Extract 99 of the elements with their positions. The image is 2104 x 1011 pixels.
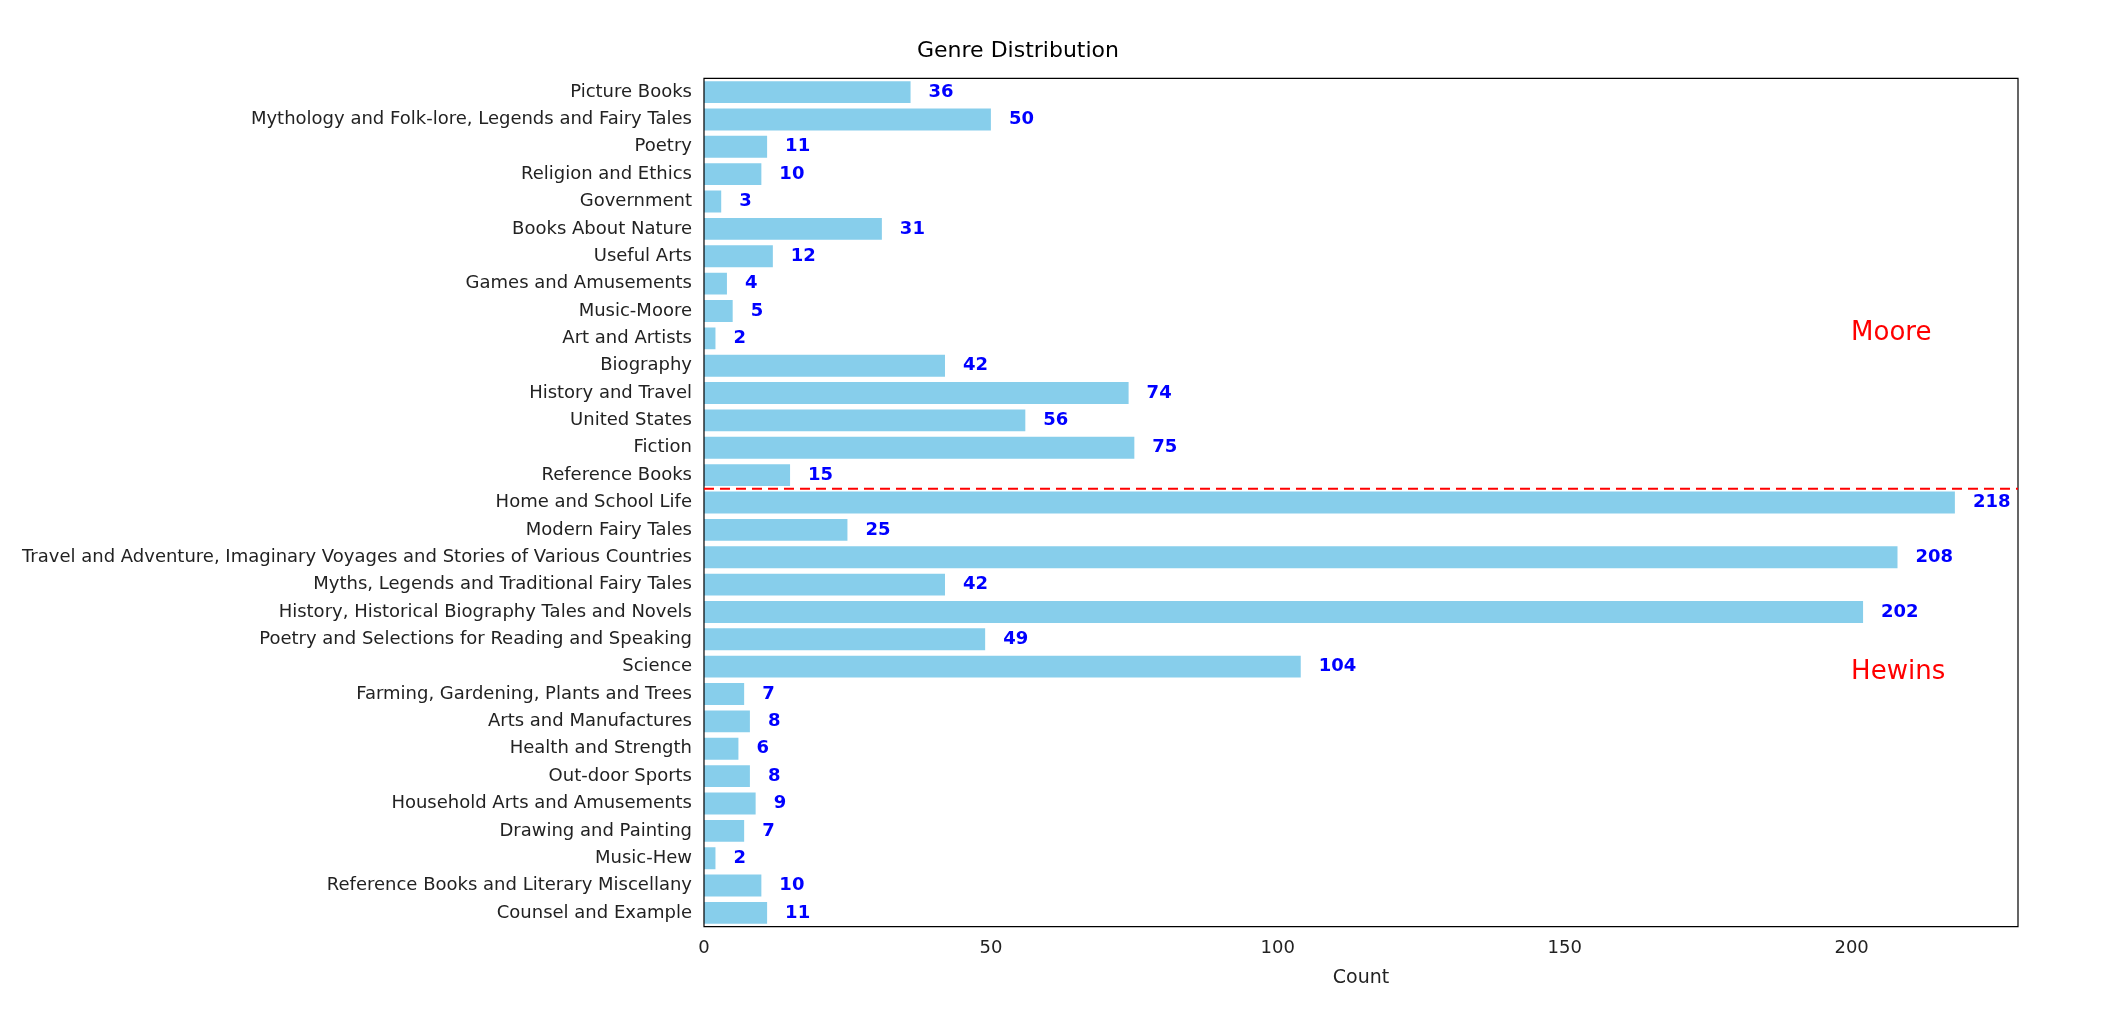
data-label: 3 (739, 189, 752, 211)
y-tick-label: Health and Strength (509, 736, 692, 758)
x-tick-label: 200 (1834, 936, 1869, 958)
y-tick-label: Science (622, 654, 692, 676)
bar (703, 135, 768, 158)
chart-title: Genre Distribution (917, 36, 1119, 62)
y-tick-label: United States (570, 408, 692, 430)
bar (703, 354, 945, 377)
y-tick-label: Modern Fairy Tales (525, 517, 692, 539)
bar (703, 272, 727, 295)
data-label: 31 (899, 216, 925, 238)
data-label: 202 (1881, 599, 1919, 621)
bar (703, 710, 750, 733)
x-tick-label: 100 (1260, 936, 1295, 958)
data-label: 36 (928, 79, 954, 101)
bar (703, 901, 768, 924)
data-label: 4 (744, 271, 758, 293)
y-tick-label: Religion and Ethics (520, 161, 692, 183)
y-tick-label: Household Arts and Amusements (391, 791, 692, 813)
bar (703, 601, 1864, 623)
data-label: 11 (785, 900, 811, 922)
y-tick-label: Mythology and Folk-lore, Legends and Fairy Tales (250, 107, 692, 129)
y-tick-label: Biography (600, 353, 693, 375)
data-label: 2 (733, 845, 746, 867)
bar (703, 81, 911, 104)
bar (703, 874, 762, 897)
data-label: 7 (762, 818, 775, 840)
bar (703, 683, 745, 705)
data-label: 104 (1318, 654, 1357, 676)
data-label: 74 (1146, 380, 1172, 402)
y-tick-label: Poetry (634, 134, 693, 156)
y-tick-label: Farming, Gardening, Plants and Trees (356, 681, 692, 703)
bar (703, 163, 762, 186)
data-label: 8 (767, 763, 781, 785)
bar (703, 628, 986, 651)
bar (703, 464, 791, 487)
x-tick-label: 0 (698, 936, 710, 958)
data-label: 49 (1003, 626, 1029, 648)
annotation: Hewins (1851, 654, 1946, 685)
data-label: 10 (779, 161, 805, 183)
y-tick-label: History, Historical Biography Tales and Novels (278, 599, 692, 621)
bar (703, 409, 1026, 432)
y-tick-label: Myths, Legends and Traditional Fairy Tales (313, 572, 692, 594)
data-label: 56 (1043, 408, 1069, 430)
bar (703, 792, 756, 815)
x-tick-label: 150 (1547, 936, 1582, 958)
data-label: 75 (1152, 435, 1178, 457)
data-label: 6 (756, 736, 769, 758)
data-label: 25 (865, 517, 891, 539)
data-label: 11 (785, 134, 811, 156)
data-label: 50 (1008, 107, 1034, 129)
bar (703, 382, 1129, 404)
bar (703, 518, 848, 541)
y-tick-label: Arts and Manufactures (487, 709, 692, 731)
bar (703, 765, 750, 788)
y-tick-label: Government (579, 189, 692, 211)
y-tick-label: Books About Nature (512, 216, 692, 238)
data-label: 10 (779, 873, 805, 895)
data-label: 15 (808, 462, 834, 484)
x-tick-label: 50 (979, 936, 1003, 958)
bar (703, 217, 882, 240)
y-tick-label: Picture Books (570, 79, 692, 101)
y-tick-label: Drawing and Painting (499, 818, 692, 840)
y-tick-label: Games and Amusements (465, 271, 692, 293)
data-label: 42 (962, 572, 989, 594)
y-tick-label: Fiction (633, 435, 692, 457)
bar (703, 436, 1135, 459)
data-label: 2 (733, 326, 746, 347)
y-tick-label: Poetry and Selections for Reading and Speaking (259, 626, 692, 648)
data-label: 7 (762, 681, 775, 703)
bar (703, 737, 739, 760)
y-tick-label: Reference Books and Literary Miscellany (326, 873, 693, 895)
data-label: 42 (962, 353, 989, 375)
y-tick-label: Art and Artists (562, 326, 692, 347)
data-label: 218 (1972, 490, 2011, 512)
data-label: 8 (767, 709, 781, 731)
bar (703, 245, 773, 268)
data-label: 208 (1915, 544, 1954, 566)
y-tick-label: Useful Arts (593, 243, 692, 265)
y-tick-label: Out-door Sports (548, 763, 692, 785)
x-axis-title: Count (1332, 964, 1390, 987)
y-tick-label: Travel and Adventure, Imaginary Voyages and Stories of Various Countries (20, 544, 692, 566)
y-tick-label: Music-Moore (578, 298, 692, 320)
bar (703, 546, 1898, 569)
y-tick-label: Home and School Life (495, 490, 692, 512)
bar (703, 300, 733, 322)
annotation: Moore (1851, 315, 1932, 346)
bar (703, 655, 1301, 678)
y-tick-label: Reference Books (541, 462, 692, 484)
bar (703, 819, 745, 842)
data-label: 12 (790, 243, 816, 265)
data-label: 5 (750, 298, 764, 320)
y-tick-label: Music-Hew (594, 845, 692, 867)
y-tick-label: Counsel and Example (496, 900, 692, 922)
data-label: 9 (773, 791, 787, 813)
bar (703, 491, 1955, 514)
bar (703, 108, 991, 131)
bar (703, 573, 945, 596)
y-tick-label: History and Travel (529, 380, 692, 402)
